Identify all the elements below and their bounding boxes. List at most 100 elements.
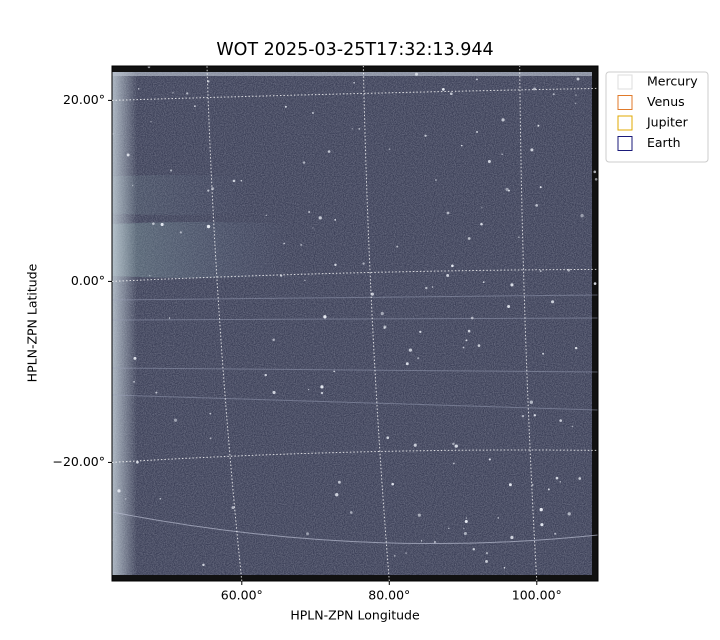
star bbox=[433, 540, 437, 544]
legend-label: Earth bbox=[647, 135, 681, 150]
star bbox=[318, 216, 322, 220]
star bbox=[481, 207, 483, 209]
star bbox=[152, 222, 155, 225]
star bbox=[283, 242, 285, 245]
star bbox=[576, 77, 580, 81]
star bbox=[480, 222, 483, 226]
star bbox=[353, 82, 355, 84]
star bbox=[463, 527, 465, 530]
star bbox=[530, 148, 534, 152]
star bbox=[501, 153, 503, 155]
star bbox=[465, 339, 468, 342]
grid-line bbox=[111, 87, 599, 101]
x-tick-label: 80.00° bbox=[368, 588, 410, 603]
star bbox=[168, 317, 171, 319]
star bbox=[518, 236, 520, 238]
y-tick-label: −20.00° bbox=[52, 454, 105, 469]
star bbox=[172, 92, 174, 94]
star bbox=[482, 281, 485, 283]
axes-frame bbox=[111, 65, 599, 582]
star bbox=[391, 482, 394, 486]
star bbox=[537, 124, 540, 127]
star bbox=[334, 263, 337, 267]
star bbox=[508, 483, 512, 487]
star bbox=[477, 344, 481, 347]
star bbox=[551, 300, 555, 304]
star bbox=[320, 391, 324, 395]
star bbox=[335, 493, 339, 497]
star bbox=[133, 380, 135, 383]
star bbox=[559, 419, 562, 422]
star bbox=[136, 460, 139, 464]
star bbox=[463, 531, 467, 536]
star bbox=[383, 325, 387, 329]
star bbox=[559, 481, 562, 483]
star bbox=[302, 161, 306, 164]
star bbox=[580, 213, 584, 218]
star bbox=[497, 517, 499, 519]
star bbox=[173, 418, 178, 422]
star bbox=[552, 93, 555, 96]
star bbox=[451, 264, 454, 268]
star bbox=[362, 262, 365, 265]
star bbox=[510, 535, 514, 540]
star bbox=[284, 105, 287, 108]
legend-swatch bbox=[617, 95, 633, 110]
star bbox=[461, 144, 463, 147]
star bbox=[434, 179, 437, 181]
grid-line bbox=[111, 268, 599, 282]
star bbox=[505, 187, 509, 191]
star bbox=[169, 169, 173, 172]
star bbox=[126, 153, 130, 157]
star bbox=[547, 488, 550, 491]
star bbox=[306, 532, 310, 536]
grid-line bbox=[362, 65, 390, 582]
star bbox=[425, 286, 428, 290]
star bbox=[264, 373, 267, 377]
star bbox=[415, 72, 419, 76]
x-tick-label: 100.00° bbox=[512, 588, 562, 603]
star bbox=[447, 527, 450, 530]
star bbox=[533, 414, 536, 417]
star bbox=[507, 189, 510, 192]
star bbox=[207, 189, 210, 192]
star bbox=[393, 554, 396, 557]
star bbox=[555, 476, 559, 480]
star bbox=[594, 178, 598, 181]
star bbox=[593, 282, 597, 285]
star bbox=[380, 311, 384, 316]
legend-swatch bbox=[617, 136, 633, 151]
star bbox=[554, 532, 557, 535]
star bbox=[446, 273, 450, 277]
star bbox=[542, 352, 545, 355]
star bbox=[539, 186, 542, 189]
star bbox=[370, 292, 374, 296]
star bbox=[351, 128, 353, 130]
star bbox=[272, 338, 275, 342]
star bbox=[159, 497, 162, 500]
star bbox=[487, 160, 491, 164]
star bbox=[485, 560, 488, 563]
star bbox=[272, 390, 276, 395]
star bbox=[574, 102, 577, 105]
star bbox=[417, 513, 421, 517]
star bbox=[179, 231, 182, 234]
star bbox=[540, 523, 544, 527]
star bbox=[265, 214, 267, 217]
star bbox=[465, 517, 468, 519]
star bbox=[240, 179, 243, 182]
star bbox=[405, 552, 407, 554]
star bbox=[521, 414, 525, 418]
star bbox=[539, 270, 542, 272]
star bbox=[388, 148, 391, 150]
star bbox=[349, 511, 353, 514]
star bbox=[231, 506, 235, 510]
star bbox=[529, 400, 534, 404]
star bbox=[304, 279, 306, 282]
legend: Mercury Venus Jupiter Earth bbox=[605, 71, 709, 163]
star bbox=[431, 286, 434, 288]
star bbox=[446, 211, 450, 215]
legend-label: Mercury bbox=[647, 74, 698, 89]
star bbox=[133, 356, 137, 360]
x-tick-label: 60.00° bbox=[221, 588, 263, 603]
